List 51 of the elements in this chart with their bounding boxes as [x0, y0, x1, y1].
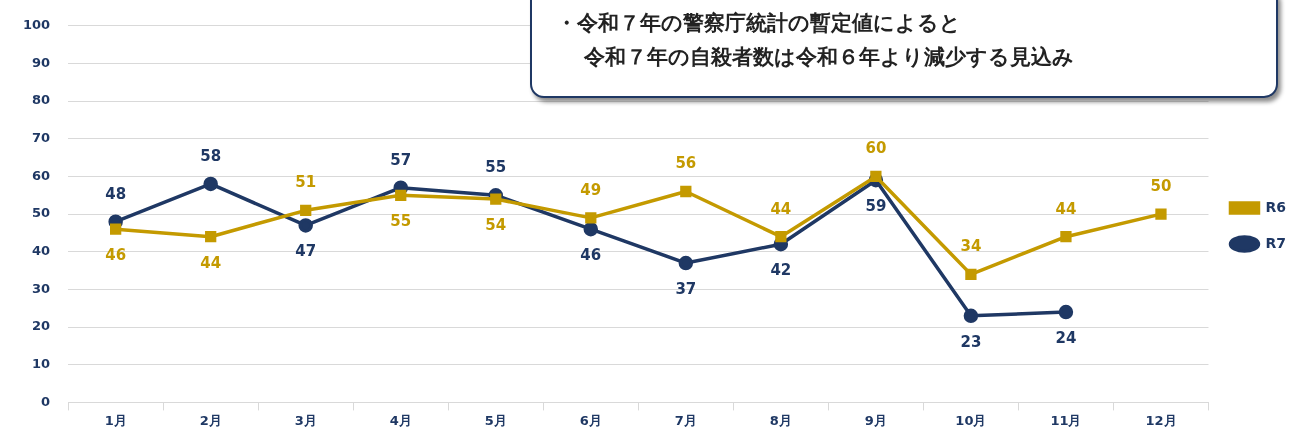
y-tick-label: 60	[32, 167, 51, 183]
data-label: 34	[960, 237, 982, 256]
annotation: 令和７年の自殺者数は令和６年より減少する見込み	[584, 44, 1075, 71]
data-label: 46	[580, 246, 602, 265]
data-label: 55	[390, 212, 412, 231]
x-tick-label: 11月	[1050, 412, 1082, 428]
y-tick-label: 100	[23, 17, 51, 33]
data-label: 44	[1055, 199, 1077, 218]
legend-label: R6	[1265, 198, 1287, 215]
x-tick-label: 4月	[389, 412, 412, 428]
data-label: 60	[865, 139, 887, 158]
y-tick-label: 30	[32, 280, 51, 296]
x-tick-label: 3月	[294, 412, 317, 428]
y-tick-label: 70	[32, 130, 51, 146]
data-label: 50	[1150, 176, 1172, 195]
y-tick-label: 40	[32, 243, 51, 259]
legend-label: R7	[1265, 234, 1287, 251]
x-tick-label: 12月	[1145, 412, 1177, 428]
data-label: 55	[485, 158, 507, 177]
x-tick-label: 10月	[955, 412, 987, 428]
data-label: 24	[1055, 328, 1077, 347]
data-label: 49	[580, 180, 602, 199]
annotation: ・令和７年の警察庁統計の暫定値によると	[556, 10, 962, 37]
x-tick-label: 5月	[484, 412, 507, 428]
x-tick-label: 1月	[104, 412, 127, 428]
y-tick-label: 10	[32, 356, 51, 372]
data-label: 23	[960, 332, 982, 351]
data-label: 44	[770, 199, 792, 218]
y-tick-label: 20	[32, 318, 51, 334]
data-label: 56	[675, 154, 697, 173]
y-tick-label: 80	[32, 92, 51, 108]
data-label: 58	[200, 146, 222, 165]
data-label: 57	[390, 150, 412, 169]
x-tick-label: 6月	[579, 412, 602, 428]
x-tick-label: 2月	[199, 412, 222, 428]
data-label: 48	[105, 184, 127, 203]
x-tick-label: 7月	[674, 412, 697, 428]
y-tick-label: 50	[32, 205, 51, 221]
data-label: 44	[200, 253, 222, 272]
y-tick-label: 90	[32, 54, 51, 70]
data-label: 59	[865, 197, 887, 216]
data-label: 47	[295, 242, 317, 261]
data-label: 37	[675, 279, 697, 298]
x-tick-label: 8月	[769, 412, 792, 428]
y-tick-label: 0	[41, 393, 51, 409]
callout-box: ・令和７年の警察庁統計の暫定値によると 令和７年の自殺者数は令和６年より減少する見込み	[530, 0, 1278, 98]
data-label: 54	[485, 215, 507, 234]
x-tick-label: 9月	[864, 412, 887, 428]
data-label: 46	[105, 246, 127, 265]
data-label: 42	[770, 261, 792, 280]
data-label: 51	[295, 173, 317, 192]
